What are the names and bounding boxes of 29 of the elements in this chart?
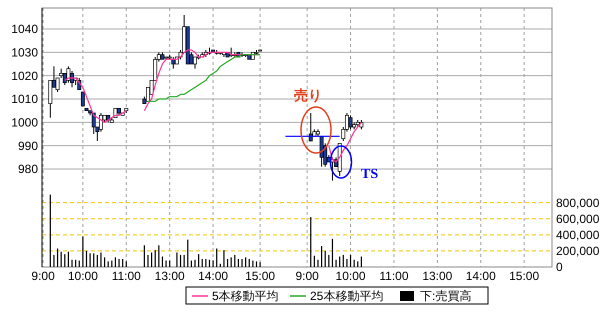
x-tick-label: 14:00 (198, 269, 228, 283)
y-tick-label: 1040 (11, 22, 38, 36)
y2-tick-label: 200,000 (556, 244, 600, 258)
y-tick-label: 1000 (11, 116, 38, 130)
annotation: 売り (294, 87, 322, 103)
x-tick-label: 9:00 (295, 269, 320, 283)
y-tick-label: 1010 (11, 92, 38, 106)
y-tick-label: 990 (18, 138, 38, 153)
y-tick-label: 980 (18, 162, 38, 176)
x-tick-label: 9:00 (31, 269, 56, 283)
x-tick-label: 14:00 (466, 269, 496, 283)
y-tick-label: 1030 (11, 46, 38, 60)
x-tick-label: 13:00 (422, 269, 453, 283)
y2-tick-label: 0 (556, 260, 563, 274)
y2-tick-label: 600,000 (556, 212, 600, 226)
annotation: TS (361, 167, 378, 182)
y2-tick-label: 800,000 (556, 196, 600, 210)
y-tick-label: 1020 (11, 68, 38, 83)
legend-label: 5本移動平均 (212, 289, 279, 304)
legend-label: 25本移動平均 (310, 289, 384, 304)
y2-tick-label: 400,000 (556, 228, 600, 242)
x-tick-label: 10:00 (68, 269, 98, 283)
x-tick-label: 15:00 (245, 269, 276, 283)
x-tick-label: 11:00 (379, 269, 409, 283)
legend-label: 下:売買高 (420, 289, 472, 304)
x-tick-label: 10:00 (336, 269, 366, 283)
x-tick-label: 15:00 (509, 269, 540, 283)
x-tick-label: 13:00 (154, 269, 186, 283)
x-tick-label: 11:00 (112, 269, 142, 283)
